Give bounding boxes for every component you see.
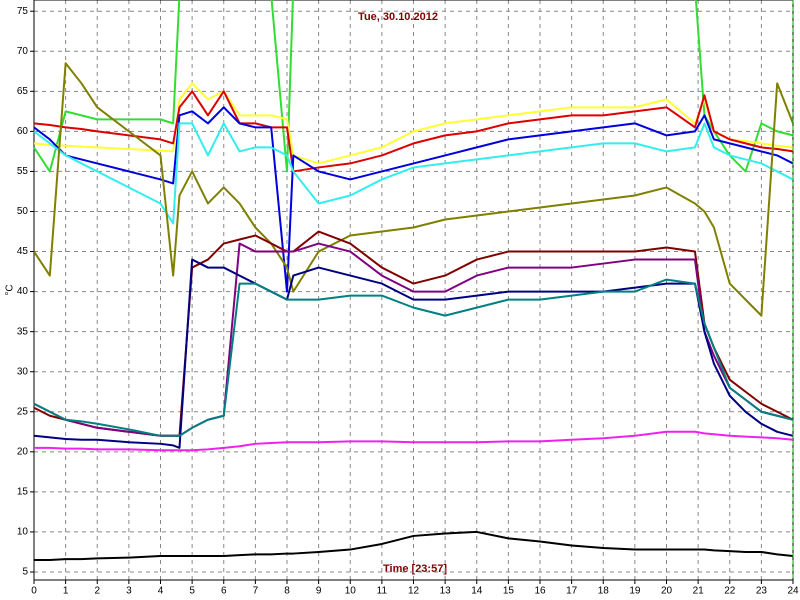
y-tick-label: 65 — [17, 86, 29, 97]
x-tick-label: 13 — [440, 586, 452, 597]
x-tick-label: 15 — [503, 586, 515, 597]
x-tick-label: 8 — [284, 586, 290, 597]
series-line — [33, 90, 794, 173]
x-tick-label: 23 — [756, 586, 768, 597]
y-tick-label: 75 — [17, 6, 29, 17]
y-tick-label: 5 — [22, 567, 28, 578]
y-axis-label: °C — [5, 284, 16, 295]
x-tick-label: 3 — [126, 586, 132, 597]
x-tick-label: 22 — [724, 586, 736, 597]
y-tick-label: 35 — [17, 326, 29, 337]
x-tick-label: 5 — [189, 586, 195, 597]
x-tick-label: 16 — [534, 586, 546, 597]
x-tick-label: 14 — [471, 586, 483, 597]
y-tick-label: 10 — [17, 527, 29, 538]
x-axis-label: Time [23:57] — [383, 563, 447, 575]
y-tick-label: 70 — [17, 46, 29, 57]
y-tick-label: 40 — [17, 286, 29, 297]
series-line — [33, 82, 794, 165]
x-tick-label: 2 — [94, 586, 100, 597]
x-tick-label: 0 — [31, 586, 37, 597]
series-line — [33, 278, 794, 437]
y-tick-label: 45 — [17, 246, 29, 257]
x-tick-label: 11 — [377, 586, 388, 597]
x-tick-label: 24 — [787, 586, 799, 597]
x-tick-label: 19 — [629, 586, 641, 597]
y-tick-label: 60 — [17, 126, 29, 137]
x-tick-label: 17 — [566, 586, 578, 597]
y-tick-label: 15 — [17, 487, 29, 498]
x-tick-label: 9 — [316, 586, 322, 597]
series-line — [33, 106, 794, 293]
x-tick-label: 21 — [693, 586, 705, 597]
x-tick-label: 20 — [661, 586, 673, 597]
y-tick-label: 50 — [17, 206, 29, 217]
series-line — [34, 430, 794, 452]
x-tick-label: 7 — [253, 586, 259, 597]
chart-title: Tue, 30.10.2012 — [358, 11, 438, 23]
x-tick-label: 10 — [345, 586, 357, 597]
x-tick-label: 6 — [221, 586, 227, 597]
series-line — [33, 122, 794, 225]
y-tick-label: 20 — [17, 446, 29, 457]
series-line — [33, 258, 794, 449]
series-line — [34, 530, 794, 561]
x-tick-label: 12 — [408, 586, 420, 597]
y-tick-label: 25 — [17, 406, 29, 417]
x-tick-label: 1 — [63, 586, 69, 597]
series-line — [33, 62, 794, 317]
y-tick-label: 55 — [17, 166, 29, 177]
y-tick-label: 30 — [17, 366, 29, 377]
x-tick-label: 4 — [158, 586, 164, 597]
x-tick-label: 18 — [598, 586, 610, 597]
